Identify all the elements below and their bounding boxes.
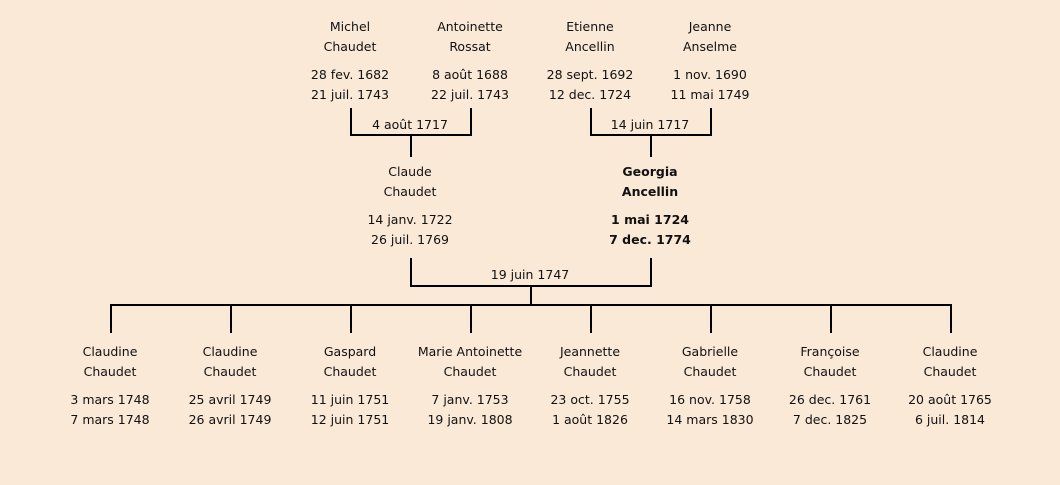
person-card: Jeannette Chaudet 23 oct. 1755 1 août 18… bbox=[530, 342, 650, 430]
dates: 28 sept. 1692 12 dec. 1724 bbox=[530, 65, 650, 105]
first-name: Claudine bbox=[922, 344, 978, 359]
birth-date: 11 juin 1751 bbox=[310, 392, 390, 407]
first-name: Marie Antoinette bbox=[417, 344, 523, 359]
last-name: Chaudet bbox=[563, 364, 617, 379]
last-name: Chaudet bbox=[83, 364, 137, 379]
dates: 11 juin 1751 12 juin 1751 bbox=[290, 390, 410, 430]
birth-date: 14 janv. 1722 bbox=[367, 212, 453, 227]
first-name: Claudine bbox=[202, 344, 258, 359]
first-name: Antoinette bbox=[437, 19, 503, 34]
death-date: 7 mars 1748 bbox=[70, 412, 150, 427]
last-name: Chaudet bbox=[803, 364, 857, 379]
first-name: Georgia bbox=[622, 164, 678, 179]
person-card: Claudine Chaudet 20 août 1765 6 juil. 18… bbox=[890, 342, 1010, 430]
death-date: 26 avril 1749 bbox=[188, 412, 272, 427]
first-name: Jeannette bbox=[559, 344, 621, 359]
birth-date: 16 nov. 1758 bbox=[669, 392, 751, 407]
last-name: Rossat bbox=[449, 39, 491, 54]
first-name: Claude bbox=[388, 164, 432, 179]
dates: 7 janv. 1753 19 janv. 1808 bbox=[410, 390, 530, 430]
marriage-date: 4 août 1717 bbox=[372, 117, 448, 132]
person-card: Claudine Chaudet 25 avril 1749 26 avril … bbox=[170, 342, 290, 430]
dates: 1 mai 1724 7 dec. 1774 bbox=[590, 210, 710, 250]
death-date: 11 mai 1749 bbox=[670, 87, 750, 102]
person-card: Etienne Ancellin 28 sept. 1692 12 dec. 1… bbox=[530, 17, 650, 105]
first-name: Françoise bbox=[800, 344, 860, 359]
person-card: Jeanne Anselme 1 nov. 1690 11 mai 1749 bbox=[650, 17, 770, 105]
last-name: Ancellin bbox=[621, 184, 679, 199]
last-name: Chaudet bbox=[923, 364, 977, 379]
birth-date: 25 avril 1749 bbox=[188, 392, 272, 407]
dates: 23 oct. 1755 1 août 1826 bbox=[530, 390, 650, 430]
dates: 25 avril 1749 26 avril 1749 bbox=[170, 390, 290, 430]
dates: 16 nov. 1758 14 mars 1830 bbox=[650, 390, 770, 430]
death-date: 22 juil. 1743 bbox=[431, 87, 509, 102]
marriage-date: 14 juin 1717 bbox=[610, 117, 690, 132]
birth-date: 3 mars 1748 bbox=[70, 392, 150, 407]
last-name: Chaudet bbox=[203, 364, 257, 379]
birth-date: 8 août 1688 bbox=[432, 67, 508, 82]
last-name: Chaudet bbox=[323, 39, 377, 54]
dates: 14 janv. 1722 26 juil. 1769 bbox=[350, 210, 470, 250]
birth-date: 28 sept. 1692 bbox=[546, 67, 634, 82]
last-name: Chaudet bbox=[383, 184, 437, 199]
dates: 20 août 1765 6 juil. 1814 bbox=[890, 390, 1010, 430]
last-name: Ancellin bbox=[565, 39, 615, 54]
first-name: Michel bbox=[329, 19, 371, 34]
person-card: Michel Chaudet 28 fev. 1682 21 juil. 174… bbox=[290, 17, 410, 105]
death-date: 12 dec. 1724 bbox=[548, 87, 632, 102]
death-date: 26 juil. 1769 bbox=[371, 232, 449, 247]
person-card: Claude Chaudet 14 janv. 1722 26 juil. 17… bbox=[350, 162, 470, 250]
death-date: 12 juin 1751 bbox=[310, 412, 390, 427]
death-date: 21 juil. 1743 bbox=[311, 87, 389, 102]
person-card: Georgia Ancellin 1 mai 1724 7 dec. 1774 bbox=[590, 162, 710, 250]
birth-date: 7 janv. 1753 bbox=[431, 392, 509, 407]
birth-date: 23 oct. 1755 bbox=[550, 392, 630, 407]
last-name: Chaudet bbox=[683, 364, 737, 379]
dates: 26 dec. 1761 7 dec. 1825 bbox=[770, 390, 890, 430]
birth-date: 1 nov. 1690 bbox=[673, 67, 747, 82]
dates: 1 nov. 1690 11 mai 1749 bbox=[650, 65, 770, 105]
birth-date: 20 août 1765 bbox=[908, 392, 992, 407]
death-date: 6 juil. 1814 bbox=[914, 412, 986, 427]
person-card: Françoise Chaudet 26 dec. 1761 7 dec. 18… bbox=[770, 342, 890, 430]
person-card: Gaspard Chaudet 11 juin 1751 12 juin 175… bbox=[290, 342, 410, 430]
first-name: Claudine bbox=[82, 344, 138, 359]
birth-date: 1 mai 1724 bbox=[611, 212, 689, 227]
last-name: Chaudet bbox=[323, 364, 377, 379]
birth-date: 28 fev. 1682 bbox=[310, 67, 390, 82]
death-date: 14 mars 1830 bbox=[666, 412, 754, 427]
person-card: Antoinette Rossat 8 août 1688 22 juil. 1… bbox=[410, 17, 530, 105]
first-name: Gaspard bbox=[323, 344, 377, 359]
person-card: Gabrielle Chaudet 16 nov. 1758 14 mars 1… bbox=[650, 342, 770, 430]
first-name: Etienne bbox=[566, 19, 614, 34]
dates: 8 août 1688 22 juil. 1743 bbox=[410, 65, 530, 105]
marriage-date: 19 juin 1747 bbox=[490, 267, 570, 282]
death-date: 1 août 1826 bbox=[552, 412, 628, 427]
dates: 28 fev. 1682 21 juil. 1743 bbox=[290, 65, 410, 105]
death-date: 7 dec. 1774 bbox=[609, 232, 691, 247]
person-card: Marie Antoinette Chaudet 7 janv. 1753 19… bbox=[410, 342, 530, 430]
last-name: Chaudet bbox=[443, 364, 497, 379]
death-date: 7 dec. 1825 bbox=[792, 412, 868, 427]
person-card: Claudine Chaudet 3 mars 1748 7 mars 1748 bbox=[50, 342, 170, 430]
last-name: Anselme bbox=[682, 39, 738, 54]
dates: 3 mars 1748 7 mars 1748 bbox=[50, 390, 170, 430]
birth-date: 26 dec. 1761 bbox=[788, 392, 872, 407]
first-name: Gabrielle bbox=[681, 344, 739, 359]
first-name: Jeanne bbox=[688, 19, 732, 34]
death-date: 19 janv. 1808 bbox=[427, 412, 513, 427]
